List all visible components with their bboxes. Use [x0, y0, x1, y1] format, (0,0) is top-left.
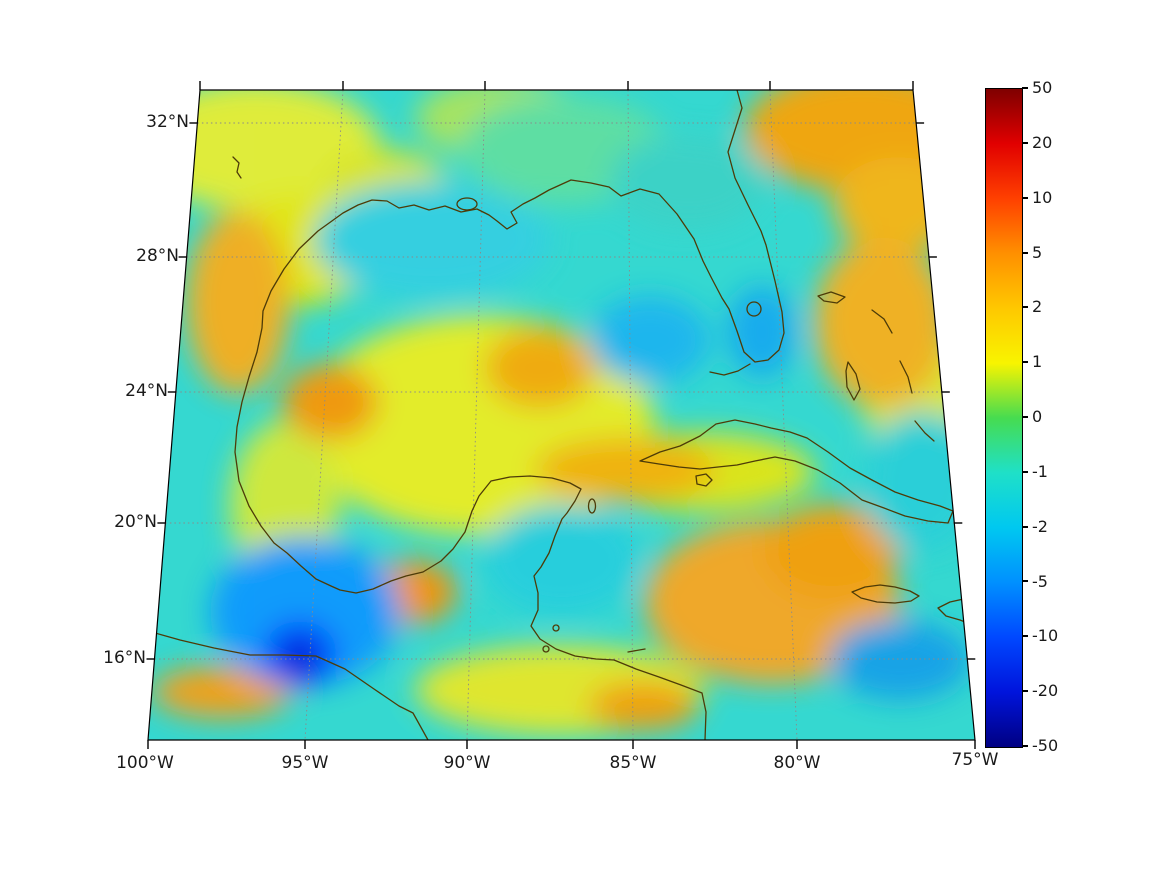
- colorbar-tick-label: -20: [1032, 681, 1059, 701]
- coastline-pacific: [148, 630, 429, 740]
- lat-tick-label: 16°N: [103, 648, 146, 668]
- lon-tick-label: 85°W: [609, 753, 657, 773]
- lat-tick-label: 24°N: [125, 381, 168, 401]
- coastline-hispaniola: [937, 597, 971, 625]
- coastline-long-island: [914, 420, 935, 442]
- graticule: [154, 90, 968, 740]
- coastline-florida-keys: [709, 363, 751, 376]
- colorbar-tick: [1022, 580, 1028, 582]
- coastline-isle-of-youth: [695, 473, 713, 487]
- colorbar-tick-label: -1: [1032, 461, 1048, 481]
- lat-tick-label: 32°N: [146, 112, 189, 132]
- axis-ticks: [146, 81, 976, 749]
- lat-tick-label: 20°N: [114, 512, 157, 532]
- colorbar-tick: [1022, 526, 1028, 528]
- coastline-abaco: [871, 309, 893, 334]
- texas-lakes: [232, 156, 242, 179]
- colorbar-tick: [1022, 416, 1028, 418]
- coastline-andros: [845, 361, 861, 401]
- colorbar-tick-label: 0: [1032, 407, 1043, 426]
- belize-cay-2: [542, 645, 550, 653]
- colorbar-tick-label: 5: [1032, 242, 1043, 262]
- colorbar-tick: [1022, 142, 1028, 144]
- cozumel-island: [587, 498, 597, 514]
- colorbar-tick: [1022, 635, 1028, 637]
- lon-tick-label: 95°W: [281, 753, 329, 773]
- lon-tick-label: 80°W: [773, 753, 821, 773]
- colorbar-tick-label: -2: [1032, 516, 1048, 536]
- colorbar-tick-label: 50: [1032, 78, 1053, 97]
- lake-pontchartrain: [456, 197, 478, 211]
- lon-tick-label: 75°W: [951, 750, 999, 770]
- colorbar-tick: [1022, 306, 1028, 308]
- colorbar-tick: [1022, 690, 1028, 692]
- colorbar-tick-label: 1: [1032, 352, 1043, 372]
- coastline-gulf-mainland: [234, 90, 785, 740]
- coastline-grand-bahama: [817, 291, 846, 304]
- colorbar-tick-label: 2: [1032, 297, 1043, 317]
- colorbar-tick-label: 20: [1032, 132, 1053, 152]
- colorbar: [985, 88, 1023, 748]
- lake-okeechobee: [746, 301, 762, 317]
- colorbar-tick: [1022, 361, 1028, 363]
- colorbar-tick: [1022, 252, 1028, 254]
- colorbar-tick-label: -5: [1032, 571, 1048, 591]
- lat-tick-label: 28°N: [136, 246, 179, 266]
- colorbar-tick: [1022, 471, 1028, 473]
- lon-tick-label: 100°W: [116, 753, 174, 773]
- colorbar-tick-label: -50: [1032, 736, 1059, 755]
- lon-tick-label: 90°W: [443, 753, 491, 773]
- colorbar-tick-label: -10: [1032, 626, 1059, 646]
- belize-cay-1: [552, 624, 560, 632]
- anomaly-field: [148, 90, 975, 740]
- coastline-jamaica: [851, 584, 920, 604]
- coastline-eleuthera: [899, 360, 913, 394]
- colorbar-tick: [1022, 87, 1028, 89]
- colorbar-tick: [1022, 197, 1028, 199]
- colorbar-tick: [1022, 745, 1028, 747]
- colorbar-tick-label: 10: [1032, 187, 1053, 207]
- roatan-island: [627, 648, 646, 653]
